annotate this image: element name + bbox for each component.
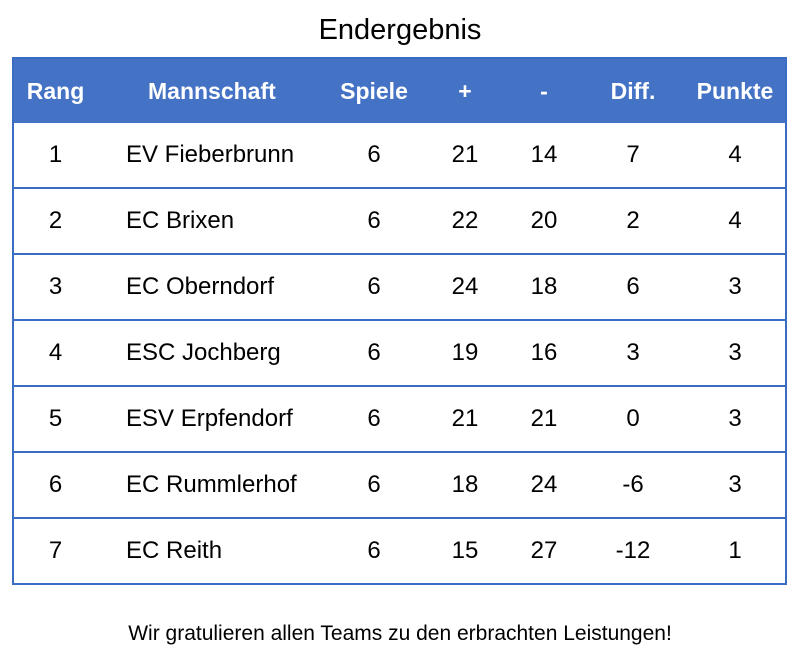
table-row: 7 EC Reith 6 15 27 -12 1 [13,518,786,584]
table-row: 3 EC Oberndorf 6 24 18 6 3 [13,254,786,321]
goals-for-cell: 21 [423,123,507,189]
diff-cell: 6 [581,254,685,321]
diff-cell: 2 [581,188,685,255]
points-cell: 3 [685,452,786,519]
games-cell: 6 [325,320,423,387]
goals-against-cell: 14 [507,123,581,189]
table-row: 2 EC Brixen 6 22 20 2 4 [13,188,786,255]
games-cell: 6 [325,188,423,255]
rank-cell: 1 [13,123,97,189]
rank-cell: 3 [13,254,97,321]
column-header-diff: Diff. [581,58,685,123]
points-cell: 4 [685,188,786,255]
column-header-points: Punkte [685,58,786,123]
rank-cell: 6 [13,452,97,519]
rank-cell: 5 [13,386,97,453]
goals-against-cell: 16 [507,320,581,387]
goals-for-cell: 21 [423,386,507,453]
table-row: 1 EV Fieberbrunn 6 21 14 7 4 [13,123,786,189]
rank-cell: 2 [13,188,97,255]
table-row: 4 ESC Jochberg 6 19 16 3 3 [13,320,786,387]
games-cell: 6 [367,537,381,564]
goals-for-cell: 19 [423,320,507,387]
diff-cell: 3 [581,320,685,387]
diff-cell: -6 [581,452,685,519]
column-header-team: Mannschaft [97,58,325,123]
goals-against-cell: 24 [507,452,581,519]
goals-for-cell: 22 [423,188,507,255]
table-row: 6 EC Rummlerhof 6 18 24 -6 3 [13,452,786,519]
team-cell: ESC Jochberg [97,320,325,387]
rank-cell: 4 [13,320,97,387]
points-cell: 4 [685,123,786,189]
column-header-rank: Rang [13,58,97,123]
team-cell: EC Brixen [97,188,325,255]
goals-against-cell: 27 [530,537,558,564]
points-cell: 3 [685,320,786,387]
points-cell: 3 [685,254,786,321]
goals-for-cell: 24 [423,254,507,321]
team-cell: EC Rummlerhof [97,452,325,519]
table-row: 5 ESV Erpfendorf 6 21 21 0 3 [13,386,786,453]
diff-cell: 7 [581,123,685,189]
column-header-goals-for: + [423,58,507,123]
team-cell: ESV Erpfendorf [97,386,325,453]
goals-for-cell: 18 [423,452,507,519]
games-cell: 6 [325,452,423,519]
table-header-row: Rang Mannschaft Spiele + - Diff. Punkte [13,58,786,123]
diff-cell: 0 [581,386,685,453]
team-cell: EC Oberndorf [97,254,325,321]
diff-cell: -12 [615,537,651,564]
games-cell: 6 [325,123,423,189]
points-cell: 1 [728,537,742,564]
column-header-goals-against: - [507,58,581,123]
games-cell: 6 [325,254,423,321]
team-cell: EV Fieberbrunn [97,123,325,189]
points-cell: 3 [685,386,786,453]
goals-against-cell: 21 [507,386,581,453]
column-header-games: Spiele [325,58,423,123]
page-title: Endergebnis [318,14,482,46]
congratulations-message: Wir gratulieren allen Teams zu den erbra… [128,622,672,645]
goals-against-cell: 18 [507,254,581,321]
standings-table: Rang Mannschaft Spiele + - Diff. Punkte … [12,57,787,585]
games-cell: 6 [325,386,423,453]
team-cell: EC Reith [126,537,223,564]
goals-against-cell: 20 [507,188,581,255]
goals-for-cell: 15 [451,537,479,564]
rank-cell: 7 [48,537,63,564]
